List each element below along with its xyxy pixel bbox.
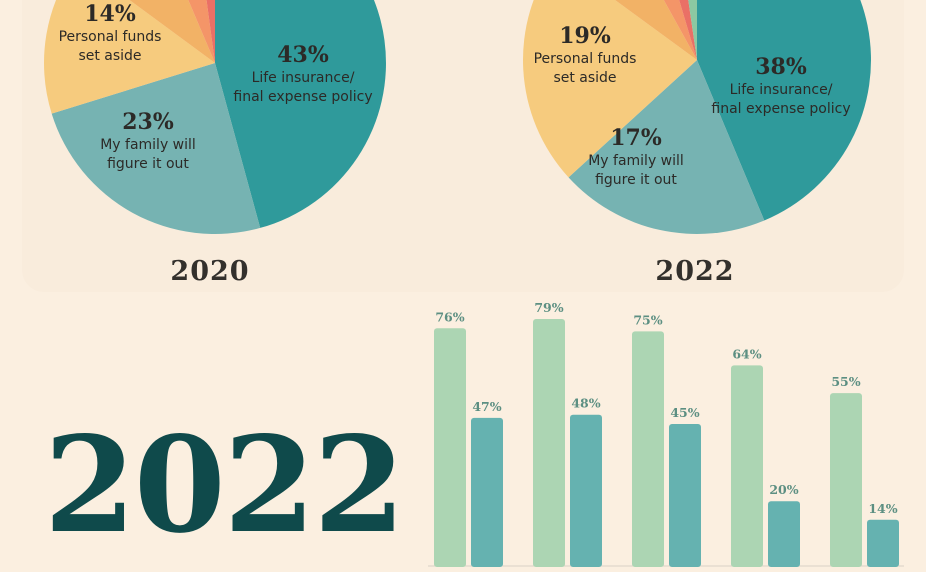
pie-2020-slice-label-2-line-1: set aside xyxy=(78,48,141,64)
pie-2022-slice-2 xyxy=(523,0,697,178)
pie-2022-year-label: 2022 xyxy=(655,256,735,287)
pie-2020-slice-0 xyxy=(215,0,386,228)
pie-2020-slice-label-1-line-0: My family will xyxy=(100,137,196,153)
bar-series-0-group-0 xyxy=(434,328,466,567)
bar-series-1-group-0 xyxy=(471,417,503,567)
pie-2022-slice-label-0-line-0: Life insurance/ xyxy=(730,82,833,98)
pie-2022-slice-3 xyxy=(615,0,697,60)
pie-2022-slice-0 xyxy=(697,0,871,221)
pie-2020-slice-4 xyxy=(188,0,215,63)
bar-series-1-group-1-value-label: 48% xyxy=(571,396,600,411)
bar-series-1-group-1 xyxy=(570,414,602,567)
bar-series-0-group-1 xyxy=(533,319,565,567)
pie-2022-slice-5 xyxy=(679,0,697,60)
pie-2022-pct-label-0: 38% xyxy=(755,54,807,80)
pie-2020-slice-label-0-line-0: Life insurance/ xyxy=(252,70,355,86)
pie-2022-slice-label-1-line-1: figure it out xyxy=(595,172,677,188)
bar-series-1-group-4-value-label: 14% xyxy=(868,501,897,516)
bar-series-1-group-2 xyxy=(669,424,701,567)
bar-series-0-group-2 xyxy=(632,331,664,567)
bar-series-0-group-4 xyxy=(830,393,862,567)
bar-series-1-group-2-value-label: 45% xyxy=(670,405,699,420)
pie-2022-pct-label-1: 17% xyxy=(610,125,662,151)
pie-2020-pct-label-0: 43% xyxy=(277,42,329,68)
pie-2020-slice-5 xyxy=(206,0,215,63)
pie-2022-slice-label-2-line-0: Personal funds xyxy=(534,51,637,67)
pie-2022-slice-label-2-line-1: set aside xyxy=(553,70,616,86)
pie-2022-slice-4 xyxy=(663,0,697,60)
bar-series-0-group-2-value-label: 75% xyxy=(633,312,662,327)
pie-2020-pct-label-2: 14% xyxy=(84,1,136,27)
big-year-heading: 2022 xyxy=(44,408,405,563)
pie-2022-pct-label-2: 19% xyxy=(559,23,611,49)
pie-2022-slice-label-1-line-0: My family will xyxy=(588,153,684,169)
bar-series-1-group-0-value-label: 47% xyxy=(472,399,501,414)
pie-2020-slice-1 xyxy=(51,63,261,234)
pie-2020-pct-label-1: 23% xyxy=(122,109,174,135)
bar-series-0-group-4-value-label: 55% xyxy=(831,374,860,389)
pie-2020-slice-label-0-line-1: final expense policy xyxy=(233,89,372,105)
pie-2020-slice-2 xyxy=(44,0,215,114)
pie-2020-slice-3 xyxy=(129,0,215,63)
bar-series-0-group-3 xyxy=(731,365,763,567)
pie-2020-slice-label-2-line-0: Personal funds xyxy=(59,29,162,45)
bar-series-1-group-3-value-label: 20% xyxy=(769,482,798,497)
bar-series-1-group-4 xyxy=(867,519,899,567)
bar-series-0-group-1-value-label: 79% xyxy=(534,300,563,315)
pie-2020-slice-label-1-line-1: figure it out xyxy=(107,156,189,172)
pie-2022-slice-label-0-line-1: final expense policy xyxy=(711,101,850,117)
pie-2020-year-label: 2020 xyxy=(170,256,250,287)
pie-2022-slice-6 xyxy=(688,0,697,60)
bar-series-0-group-3-value-label: 64% xyxy=(732,346,761,361)
bar-series-0-group-0-value-label: 76% xyxy=(435,309,464,324)
bar-series-1-group-3 xyxy=(768,501,800,567)
pie-2022-slice-1 xyxy=(568,60,765,234)
